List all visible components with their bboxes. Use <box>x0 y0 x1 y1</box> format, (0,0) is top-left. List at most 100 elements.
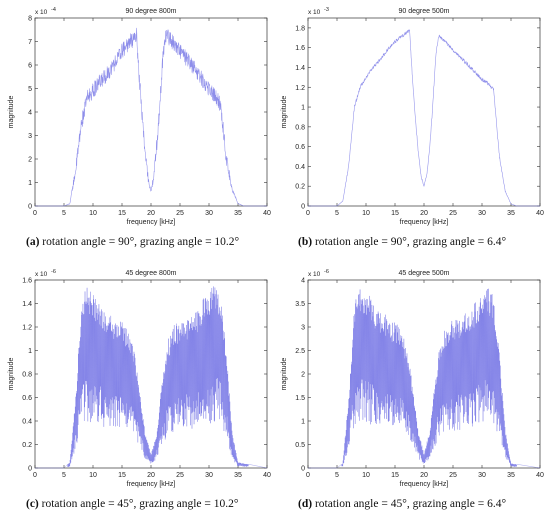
y-tick-label: 1.6 <box>22 278 32 285</box>
y-tick-label: 2 <box>28 157 32 164</box>
y-tick-label: 1.6 <box>295 45 305 52</box>
y-exponent-label: -6 <box>51 269 56 275</box>
x-tick-label: 35 <box>234 210 242 217</box>
series-line <box>35 286 268 469</box>
chart-panel-3: 0 5 10 15 20 25 30 35 40 0 0.5 1 1.5 2 2.5 3 3.5 4x 10 -6 4… <box>281 269 544 488</box>
plot-area <box>307 17 541 207</box>
x-tick-label: 10 <box>362 210 370 217</box>
y-tick-label: 0 <box>301 466 305 473</box>
x-tick-label: 25 <box>176 210 184 217</box>
y-tick-label: 1 <box>28 180 32 187</box>
x-axis-label: frequency [kHz] <box>400 481 449 488</box>
y-tick-label: 1.2 <box>295 85 305 92</box>
y-tick-label: 1.2 <box>22 325 32 332</box>
x-tick-label: 5 <box>335 472 339 479</box>
caption-a-text: rotation angle = 90°, grazing angle = 10… <box>39 236 240 248</box>
y-tick-label: 8 <box>28 16 32 23</box>
x-tick-label: 15 <box>118 472 126 479</box>
x-tick-label: 15 <box>391 472 399 479</box>
y-tick-label: 6 <box>28 63 32 70</box>
y-tick-label: 1 <box>301 419 305 426</box>
y-tick-label: 4 <box>28 110 32 117</box>
x-tick-label: 30 <box>205 472 213 479</box>
x-axis-label: frequency [kHz] <box>127 219 176 226</box>
x-tick-label: 10 <box>362 472 370 479</box>
y-tick-label: 0.2 <box>295 184 305 191</box>
x-tick-label: 10 <box>89 472 97 479</box>
caption-a-letter: (a) <box>26 236 40 248</box>
y-axis-label: magnitude <box>8 96 15 129</box>
x-tick-label: 40 <box>536 210 544 217</box>
y-multiplier-label: x 10 <box>308 9 321 16</box>
x-tick-label: 25 <box>449 210 457 217</box>
y-tick-label: 1 <box>301 105 305 112</box>
chart-title: 90 degree 500m <box>399 8 450 15</box>
y-tick-label: 0.6 <box>22 395 32 402</box>
x-tick-label: 20 <box>420 472 428 479</box>
x-tick-label: 5 <box>335 210 339 217</box>
plot-area <box>34 17 268 207</box>
y-tick-label: 0.4 <box>295 164 305 171</box>
y-exponent-label: -6 <box>324 269 329 275</box>
x-tick-label: 5 <box>62 472 66 479</box>
y-multiplier-label: x 10 <box>35 271 48 278</box>
caption-b: (b) rotation angle = 90°, grazing angle … <box>298 236 506 248</box>
caption-b-letter: (b) <box>298 236 313 248</box>
y-tick-label: 3.5 <box>295 301 305 308</box>
y-tick-label: 0 <box>28 466 32 473</box>
caption-d-text: rotation angle = 45°, grazing angle = 6.… <box>312 498 507 510</box>
chart-title: 90 degree 800m <box>126 8 177 15</box>
y-tick-label: 3 <box>28 133 32 140</box>
x-tick-label: 30 <box>205 210 213 217</box>
x-tick-label: 0 <box>33 472 37 479</box>
y-tick-label: 0.6 <box>295 144 305 151</box>
x-tick-label: 0 <box>33 210 37 217</box>
y-tick-label: 2.5 <box>295 348 305 355</box>
y-tick-label: 0 <box>28 204 32 211</box>
x-tick-label: 25 <box>449 472 457 479</box>
y-tick-label: 0.8 <box>295 124 305 131</box>
y-exponent-label: -3 <box>324 7 329 13</box>
y-tick-label: 1.8 <box>295 25 305 32</box>
y-axis-label: magnitude <box>8 358 15 391</box>
x-axis-label: frequency [kHz] <box>127 481 176 488</box>
y-multiplier-label: x 10 <box>35 9 48 16</box>
caption-c: (c) rotation angle = 45°, grazing angle … <box>26 498 239 510</box>
y-tick-label: 1.5 <box>295 395 305 402</box>
x-tick-label: 20 <box>420 210 428 217</box>
x-tick-label: 15 <box>391 210 399 217</box>
x-tick-label: 40 <box>536 472 544 479</box>
y-tick-label: 0.8 <box>22 372 32 379</box>
x-tick-label: 40 <box>263 472 271 479</box>
y-tick-label: 0.4 <box>22 419 32 426</box>
chart-panel-1: 0 5 10 15 20 25 30 35 40 0 0.2 0.4 0.6 0.8 1 1.2 1.4 1.6 1… <box>281 7 544 226</box>
x-axis-label: frequency [kHz] <box>400 219 449 226</box>
caption-b-text: rotation angle = 90°, grazing angle = 6.… <box>312 236 507 248</box>
x-tick-label: 0 <box>306 210 310 217</box>
y-tick-label: 1.4 <box>295 65 305 72</box>
x-tick-label: 30 <box>478 210 486 217</box>
x-tick-label: 20 <box>147 210 155 217</box>
y-tick-label: 3 <box>301 325 305 332</box>
y-axis-label: magnitude <box>281 96 288 129</box>
y-tick-label: 0 <box>301 204 305 211</box>
x-tick-label: 35 <box>507 472 515 479</box>
x-tick-label: 0 <box>306 472 310 479</box>
x-tick-label: 10 <box>89 210 97 217</box>
y-tick-label: 1.4 <box>22 301 32 308</box>
y-exponent-label: -4 <box>51 7 56 13</box>
caption-a: (a) rotation angle = 90°, grazing angle … <box>26 236 239 248</box>
x-tick-label: 30 <box>478 472 486 479</box>
chart-panel-0: 0 5 10 15 20 25 30 35 40 0 1 2 3 4 5 6 7 8x 10 -4 90 degree… <box>8 7 271 226</box>
series-line <box>35 27 267 207</box>
x-tick-label: 25 <box>176 472 184 479</box>
y-tick-label: 1 <box>28 348 32 355</box>
y-tick-label: 7 <box>28 39 32 46</box>
y-tick-label: 0.5 <box>295 442 305 449</box>
x-tick-label: 35 <box>507 210 515 217</box>
y-tick-label: 2 <box>301 372 305 379</box>
series-line <box>308 29 540 207</box>
y-tick-label: 0.2 <box>22 442 32 449</box>
caption-c-letter: (c) <box>26 498 39 510</box>
